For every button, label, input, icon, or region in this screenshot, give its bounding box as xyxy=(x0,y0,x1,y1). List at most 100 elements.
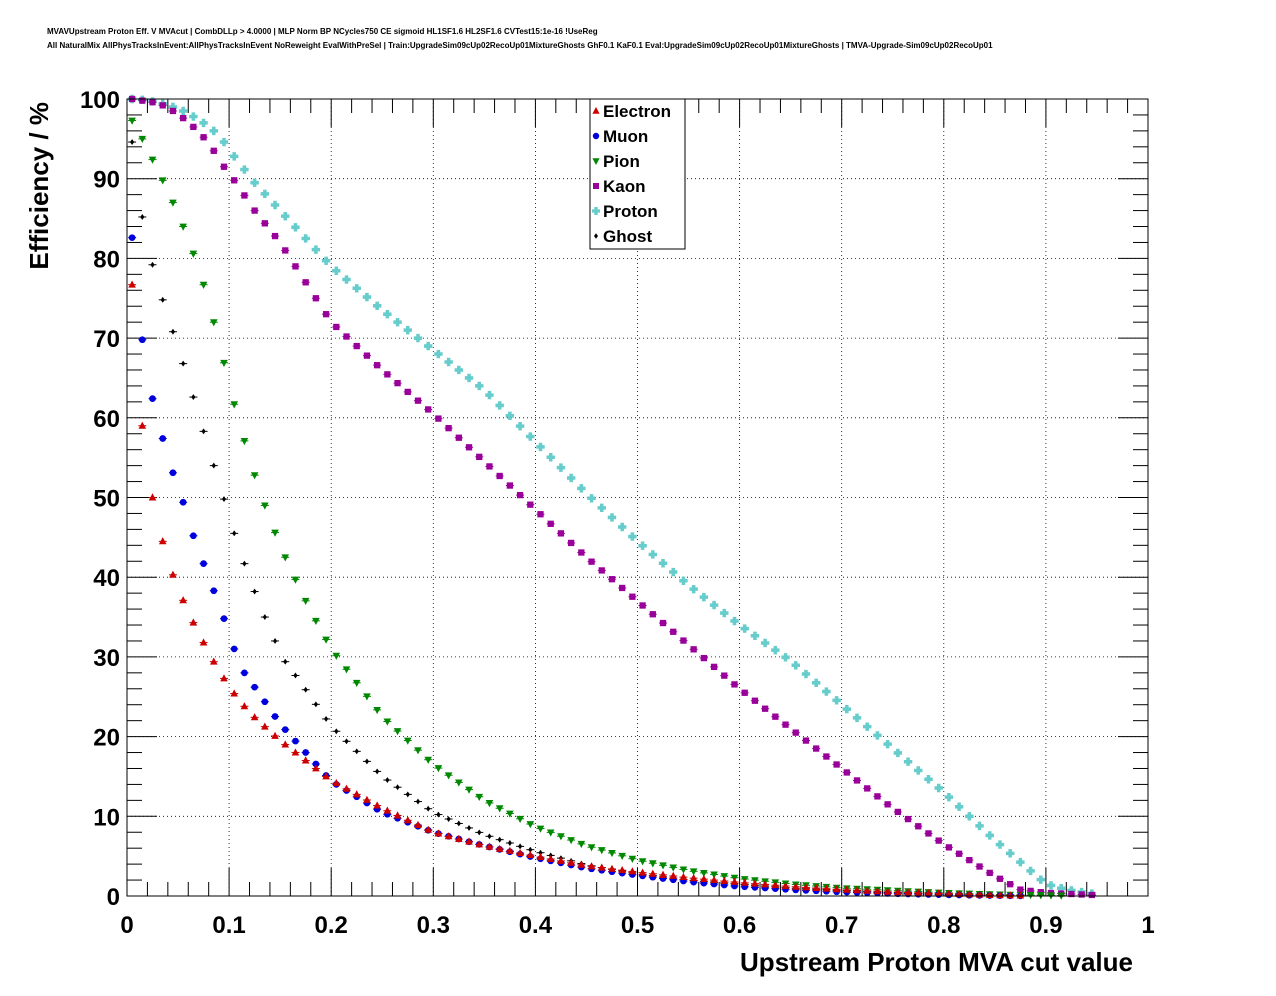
data-point xyxy=(567,858,575,866)
data-point xyxy=(1027,887,1034,895)
data-point xyxy=(700,874,708,883)
legend-box xyxy=(589,98,686,250)
data-point xyxy=(323,715,329,722)
data-point xyxy=(669,864,678,872)
data-point xyxy=(914,766,923,775)
y-tick-label: 90 xyxy=(93,167,120,194)
data-point xyxy=(884,801,891,808)
data-point xyxy=(700,654,708,662)
data-point xyxy=(893,748,903,758)
data-point xyxy=(199,281,208,289)
data-point xyxy=(690,646,697,653)
data-point xyxy=(393,317,402,327)
data-point xyxy=(771,881,780,889)
data-point xyxy=(160,296,165,303)
data-point xyxy=(515,421,525,431)
data-point xyxy=(1088,891,1095,899)
series-ghost xyxy=(128,139,1025,899)
data-point xyxy=(648,550,658,559)
data-point xyxy=(965,812,974,821)
data-point xyxy=(321,256,331,265)
data-point xyxy=(271,731,279,739)
data-point xyxy=(373,706,381,715)
data-point xyxy=(638,541,647,550)
data-point xyxy=(181,360,186,367)
data-point xyxy=(750,631,760,640)
data-point xyxy=(985,831,994,840)
data-point xyxy=(292,263,299,270)
data-point xyxy=(823,753,830,760)
data-point xyxy=(414,397,422,404)
data-point xyxy=(577,484,586,493)
data-point xyxy=(128,234,136,242)
data-point xyxy=(271,713,279,720)
data-point xyxy=(364,758,370,765)
data-point xyxy=(475,381,484,391)
data-point xyxy=(628,532,637,541)
data-point xyxy=(191,394,196,401)
data-point xyxy=(557,856,565,864)
x-tick-label: 0.3 xyxy=(417,912,450,939)
data-point xyxy=(434,765,443,773)
data-point xyxy=(393,728,402,736)
x-tick-label: 0.9 xyxy=(1029,912,1062,939)
axis-ticks xyxy=(126,98,1149,897)
data-markers xyxy=(127,94,1097,900)
data-point xyxy=(883,739,892,749)
data-point xyxy=(456,820,461,827)
data-point xyxy=(628,867,637,875)
data-point xyxy=(281,554,290,562)
data-point xyxy=(966,856,973,864)
data-point xyxy=(250,178,259,187)
data-point xyxy=(128,117,136,125)
data-point xyxy=(261,502,269,510)
data-point xyxy=(403,816,412,824)
data-point xyxy=(597,863,606,871)
data-point xyxy=(230,645,238,653)
data-point xyxy=(262,614,267,620)
data-point xyxy=(353,342,360,350)
data-point xyxy=(312,760,320,768)
data-point xyxy=(139,97,146,104)
x-tick-label: 0.4 xyxy=(519,912,553,939)
data-point xyxy=(179,498,187,506)
data-point xyxy=(853,777,861,784)
data-point xyxy=(271,529,279,537)
data-point xyxy=(190,532,197,540)
data-point xyxy=(199,118,208,128)
data-point xyxy=(200,134,207,141)
data-point xyxy=(220,359,228,368)
data-point xyxy=(791,882,800,890)
legend-entry-pion: Pion xyxy=(603,152,640,171)
data-point xyxy=(158,177,167,185)
data-point xyxy=(924,888,933,897)
data-point xyxy=(782,721,789,728)
data-point xyxy=(291,748,300,756)
data-point xyxy=(536,852,545,861)
data-point xyxy=(546,453,555,462)
data-point xyxy=(250,472,259,480)
data-point xyxy=(342,275,351,284)
data-point xyxy=(710,663,718,671)
data-point xyxy=(352,284,361,293)
data-point xyxy=(210,319,218,327)
data-point xyxy=(444,832,453,840)
data-point xyxy=(1078,891,1085,898)
x-tick-label: 0.8 xyxy=(927,912,960,939)
data-point xyxy=(395,784,400,791)
data-point xyxy=(832,885,841,893)
data-point xyxy=(495,844,504,852)
data-point xyxy=(301,234,310,243)
legend-marker-proton xyxy=(592,207,600,215)
data-point xyxy=(792,729,799,736)
x-tick-labels: 0 0.1 0.2 0.3 0.4 0.5 0.6 0.7 0.8 0.9 1 xyxy=(120,912,1154,939)
data-point xyxy=(557,833,565,841)
data-point xyxy=(934,783,943,793)
data-point xyxy=(313,701,318,708)
series-kaon xyxy=(128,95,1096,899)
data-point xyxy=(720,876,729,884)
data-point xyxy=(384,371,391,378)
data-point xyxy=(231,177,238,184)
data-point xyxy=(801,669,811,679)
data-point xyxy=(618,865,626,874)
